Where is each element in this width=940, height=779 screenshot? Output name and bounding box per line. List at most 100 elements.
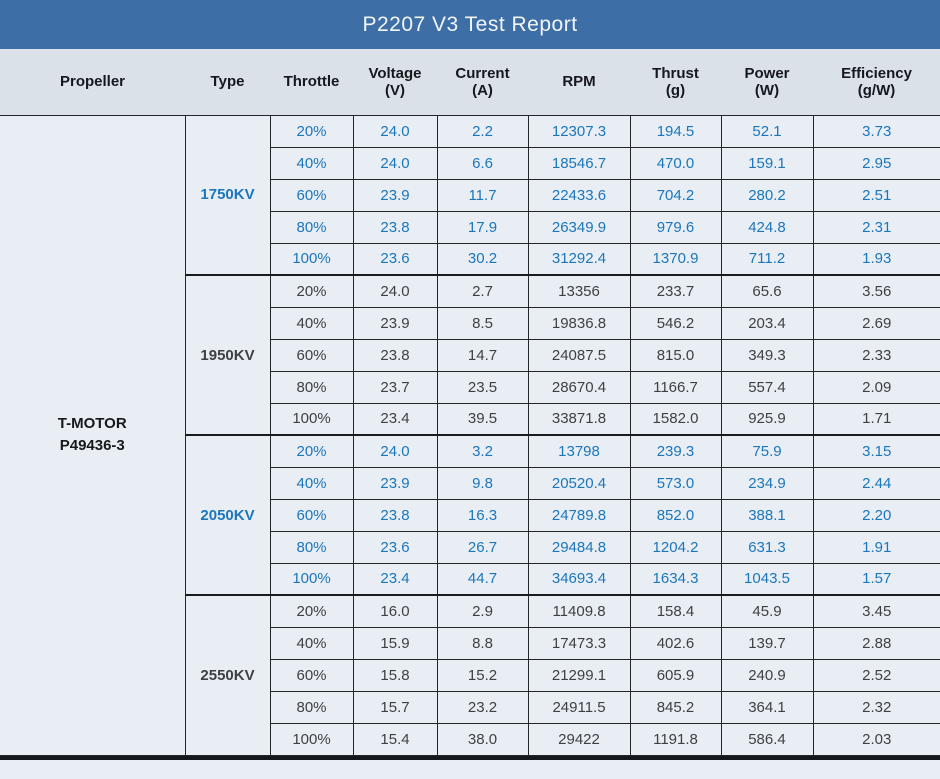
cell-throttle: 100% xyxy=(269,562,354,596)
cell-efficiency: 2.32 xyxy=(812,690,940,724)
table-row: 40% 23.9 8.5 19836.8 546.2 203.4 2.69 xyxy=(0,306,940,340)
cell-rpm: 18546.7 xyxy=(527,146,631,180)
cell-efficiency: 1.57 xyxy=(812,562,940,596)
cell-rpm: 21299.1 xyxy=(527,658,631,692)
cell-voltage: 15.7 xyxy=(352,690,438,724)
cell-current: 2.7 xyxy=(436,274,529,308)
cell-power: 45.9 xyxy=(720,594,814,628)
cell-rpm: 13798 xyxy=(527,434,631,468)
cell-efficiency: 2.03 xyxy=(812,722,940,756)
cell-current: 14.7 xyxy=(436,338,529,372)
cell-power: 52.1 xyxy=(720,114,814,148)
cell-voltage: 16.0 xyxy=(352,594,438,628)
cell-thrust: 1582.0 xyxy=(629,402,722,436)
cell-efficiency: 2.09 xyxy=(812,370,940,404)
cell-thrust: 1370.9 xyxy=(629,242,722,276)
cell-voltage: 23.4 xyxy=(352,402,438,436)
table-row: 1950KV 20% 24.0 2.7 13356 233.7 65.6 3.56 xyxy=(0,274,940,436)
cell-current: 9.8 xyxy=(436,466,529,500)
cell-rpm: 34693.4 xyxy=(527,562,631,596)
cell-rpm: 17473.3 xyxy=(527,626,631,660)
table-row: 40% 15.9 8.8 17473.3 402.6 139.7 2.88 xyxy=(0,626,940,660)
col-header-throttle: Throttle xyxy=(270,49,353,115)
cell-current: 38.0 xyxy=(436,722,529,756)
cell-thrust: 852.0 xyxy=(629,498,722,532)
cell-throttle: 100% xyxy=(269,402,354,436)
cell-rpm: 31292.4 xyxy=(527,242,631,276)
cell-power: 234.9 xyxy=(720,466,814,500)
cell-thrust: 605.9 xyxy=(629,658,722,692)
cell-power: 631.3 xyxy=(720,530,814,564)
table-row: 100% 23.4 39.5 33871.8 1582.0 925.9 1.71 xyxy=(0,402,940,436)
cell-efficiency: 2.44 xyxy=(812,466,940,500)
table-row: 40% 23.9 9.8 20520.4 573.0 234.9 2.44 xyxy=(0,466,940,500)
cell-rpm: 26349.9 xyxy=(527,210,631,244)
table-row: 2050KV 20% 24.0 3.2 13798 239.3 75.9 3.15 xyxy=(0,434,940,596)
cell-efficiency: 2.33 xyxy=(812,338,940,372)
test-report-table: Propeller Type Throttle Voltage (V) Curre… xyxy=(0,49,940,756)
table-row: 80% 23.6 26.7 29484.8 1204.2 631.3 1.91 xyxy=(0,530,940,564)
cell-current: 23.2 xyxy=(436,690,529,724)
cell-rpm: 29422 xyxy=(527,722,631,756)
table-row: 100% 15.4 38.0 29422 1191.8 586.4 2.03 xyxy=(0,722,940,756)
type-cell: 2050KV xyxy=(184,434,271,596)
cell-rpm: 13356 xyxy=(527,274,631,308)
cell-thrust: 704.2 xyxy=(629,178,722,212)
cell-efficiency: 1.71 xyxy=(812,402,940,436)
cell-thrust: 470.0 xyxy=(629,146,722,180)
cell-rpm: 29484.8 xyxy=(527,530,631,564)
col-header-power: Power (W) xyxy=(721,49,813,115)
cell-current: 39.5 xyxy=(436,402,529,436)
cell-rpm: 24911.5 xyxy=(527,690,631,724)
cell-efficiency: 2.69 xyxy=(812,306,940,340)
cell-voltage: 24.0 xyxy=(352,434,438,468)
cell-power: 557.4 xyxy=(720,370,814,404)
cell-efficiency: 2.52 xyxy=(812,658,940,692)
cell-throttle: 20% xyxy=(269,594,354,628)
cell-efficiency: 2.88 xyxy=(812,626,940,660)
col-header-type: Type xyxy=(185,49,270,115)
cell-current: 30.2 xyxy=(436,242,529,276)
type-cell: 2550KV xyxy=(184,594,271,756)
cell-voltage: 23.8 xyxy=(352,498,438,532)
cell-voltage: 23.6 xyxy=(352,530,438,564)
table-row: 100% 23.6 30.2 31292.4 1370.9 711.2 1.93 xyxy=(0,242,940,276)
col-header-thrust: Thrust (g) xyxy=(630,49,721,115)
cell-current: 3.2 xyxy=(436,434,529,468)
cell-current: 17.9 xyxy=(436,210,529,244)
cell-thrust: 402.6 xyxy=(629,626,722,660)
cell-thrust: 573.0 xyxy=(629,466,722,500)
propeller-line2: P49436-3 xyxy=(59,437,125,454)
cell-throttle: 20% xyxy=(269,434,354,468)
cell-voltage: 15.9 xyxy=(352,626,438,660)
cell-throttle: 40% xyxy=(269,306,354,340)
cell-throttle: 20% xyxy=(269,274,354,308)
cell-rpm: 20520.4 xyxy=(527,466,631,500)
table-row: T-MOTOR P49436-3 1750KV 20% 24.0 2.2 12307.3 19… xyxy=(0,114,940,756)
cell-thrust: 1166.7 xyxy=(629,370,722,404)
cell-current: 6.6 xyxy=(436,146,529,180)
cell-voltage: 24.0 xyxy=(352,274,438,308)
cell-throttle: 40% xyxy=(269,626,354,660)
cell-efficiency: 1.91 xyxy=(812,530,940,564)
table-row: 80% 23.7 23.5 28670.4 1166.7 557.4 2.09 xyxy=(0,370,940,404)
col-header-rpm: RPM xyxy=(528,49,630,115)
cell-voltage: 23.9 xyxy=(352,306,438,340)
cell-throttle: 100% xyxy=(269,242,354,276)
cell-throttle: 20% xyxy=(269,114,354,148)
cell-efficiency: 3.73 xyxy=(812,114,940,148)
cell-efficiency: 3.15 xyxy=(812,434,940,468)
cell-power: 364.1 xyxy=(720,690,814,724)
cell-rpm: 11409.8 xyxy=(527,594,631,628)
propeller-line1: T-MOTOR xyxy=(57,415,127,433)
table-row: 100% 23.4 44.7 34693.4 1634.3 1043.5 1.57 xyxy=(0,562,940,596)
header-row: Propeller Type Throttle Voltage (V) Curre… xyxy=(0,49,940,115)
cell-thrust: 546.2 xyxy=(629,306,722,340)
cell-voltage: 23.4 xyxy=(352,562,438,596)
table-bottom-border xyxy=(0,755,940,760)
cell-thrust: 1191.8 xyxy=(629,722,722,756)
cell-thrust: 845.2 xyxy=(629,690,722,724)
cell-voltage: 23.8 xyxy=(352,338,438,372)
cell-throttle: 60% xyxy=(269,338,354,372)
table-row: 60% 15.8 15.2 21299.1 605.9 240.9 2.52 xyxy=(0,658,940,692)
